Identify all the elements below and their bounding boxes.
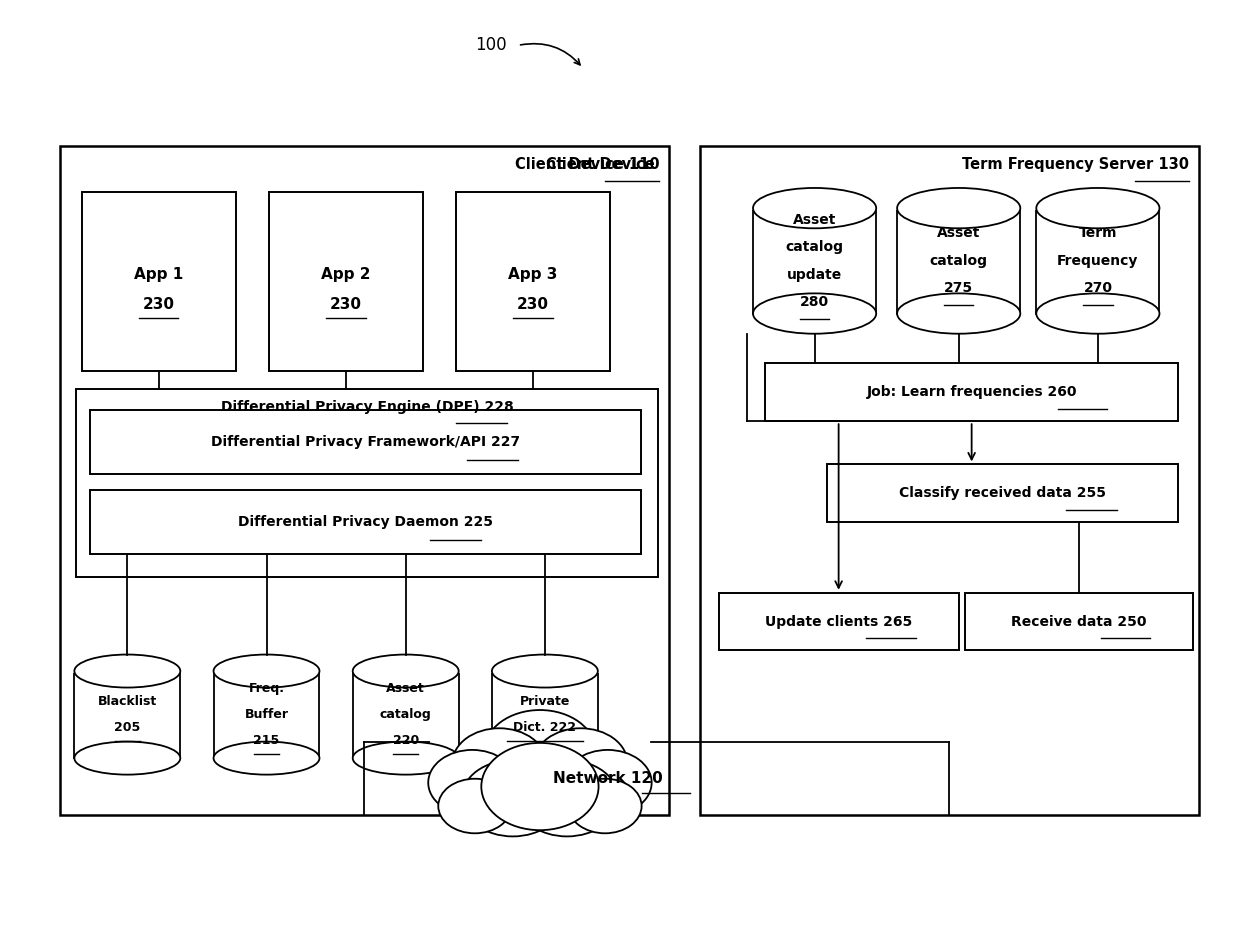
Text: 275: 275 xyxy=(944,281,973,295)
Text: Private: Private xyxy=(520,696,570,709)
Text: catalog: catalog xyxy=(930,253,988,268)
Text: Network 120: Network 120 xyxy=(553,771,662,786)
Text: Differential Privacy Engine (DPE) 228: Differential Privacy Engine (DPE) 228 xyxy=(221,401,513,414)
Ellipse shape xyxy=(352,742,459,774)
Bar xyxy=(269,192,423,371)
Bar xyxy=(765,364,1178,421)
Bar xyxy=(60,146,670,816)
Ellipse shape xyxy=(213,655,320,687)
Text: Freq.: Freq. xyxy=(248,683,284,696)
Text: Term: Term xyxy=(1079,227,1117,240)
Bar xyxy=(718,593,959,650)
Text: catalog: catalog xyxy=(786,240,843,254)
Polygon shape xyxy=(897,208,1021,314)
Circle shape xyxy=(481,743,599,830)
Text: Term Frequency Server 130: Term Frequency Server 130 xyxy=(962,157,1189,172)
Text: Receive data 250: Receive data 250 xyxy=(1011,614,1147,629)
Ellipse shape xyxy=(1037,188,1159,228)
Text: catalog: catalog xyxy=(379,708,432,722)
Ellipse shape xyxy=(74,742,180,774)
Bar xyxy=(91,411,641,475)
Bar xyxy=(91,490,641,554)
Ellipse shape xyxy=(753,188,877,228)
Polygon shape xyxy=(74,671,180,758)
Bar xyxy=(82,192,236,371)
Circle shape xyxy=(453,728,546,798)
Circle shape xyxy=(564,750,652,815)
Text: Buffer: Buffer xyxy=(244,708,289,722)
Text: 230: 230 xyxy=(517,297,549,312)
Text: 270: 270 xyxy=(1084,281,1112,295)
Circle shape xyxy=(438,779,512,833)
Ellipse shape xyxy=(74,655,180,687)
Bar xyxy=(76,389,658,577)
Polygon shape xyxy=(492,671,598,758)
Text: Job: Learn frequencies 260: Job: Learn frequencies 260 xyxy=(867,386,1076,400)
Text: 205: 205 xyxy=(114,721,140,734)
Text: Client Device 110: Client Device 110 xyxy=(515,157,660,172)
Polygon shape xyxy=(352,671,459,758)
Ellipse shape xyxy=(492,655,598,687)
Text: Asset: Asset xyxy=(937,227,981,240)
Circle shape xyxy=(485,710,595,793)
Text: App 1: App 1 xyxy=(134,266,184,281)
Text: App 2: App 2 xyxy=(321,266,371,281)
Circle shape xyxy=(461,760,564,836)
Text: Client Device: Client Device xyxy=(546,157,660,172)
Text: 280: 280 xyxy=(800,295,830,309)
Circle shape xyxy=(533,728,627,798)
Ellipse shape xyxy=(753,293,877,334)
Polygon shape xyxy=(1037,208,1159,314)
Ellipse shape xyxy=(897,293,1021,334)
Circle shape xyxy=(516,760,619,836)
Text: Differential Privacy Daemon 225: Differential Privacy Daemon 225 xyxy=(238,515,494,529)
Ellipse shape xyxy=(1037,293,1159,334)
Text: Asset: Asset xyxy=(387,683,425,696)
Circle shape xyxy=(428,750,516,815)
Bar xyxy=(701,146,1199,816)
Text: Asset: Asset xyxy=(792,213,836,227)
FancyArrowPatch shape xyxy=(521,43,580,65)
Circle shape xyxy=(568,779,641,833)
Ellipse shape xyxy=(352,655,459,687)
Bar xyxy=(965,593,1193,650)
Text: App 3: App 3 xyxy=(508,266,558,281)
Text: Blacklist: Blacklist xyxy=(98,696,157,709)
Text: update: update xyxy=(787,267,842,281)
Ellipse shape xyxy=(492,742,598,774)
Text: 220: 220 xyxy=(393,734,419,746)
Text: 215: 215 xyxy=(253,734,280,746)
Text: Classify received data 255: Classify received data 255 xyxy=(899,487,1106,500)
Text: Differential Privacy Framework/API 227: Differential Privacy Framework/API 227 xyxy=(211,436,521,450)
Text: 100: 100 xyxy=(475,36,506,55)
Polygon shape xyxy=(213,671,320,758)
Text: Update clients 265: Update clients 265 xyxy=(765,614,913,629)
Text: Dict. 222: Dict. 222 xyxy=(513,721,577,734)
Ellipse shape xyxy=(897,188,1021,228)
Text: Frequency: Frequency xyxy=(1058,253,1138,268)
Text: 230: 230 xyxy=(330,297,362,312)
Text: 230: 230 xyxy=(143,297,175,312)
Bar xyxy=(827,464,1178,522)
Bar xyxy=(456,192,610,371)
Polygon shape xyxy=(753,208,877,314)
Ellipse shape xyxy=(213,742,320,774)
